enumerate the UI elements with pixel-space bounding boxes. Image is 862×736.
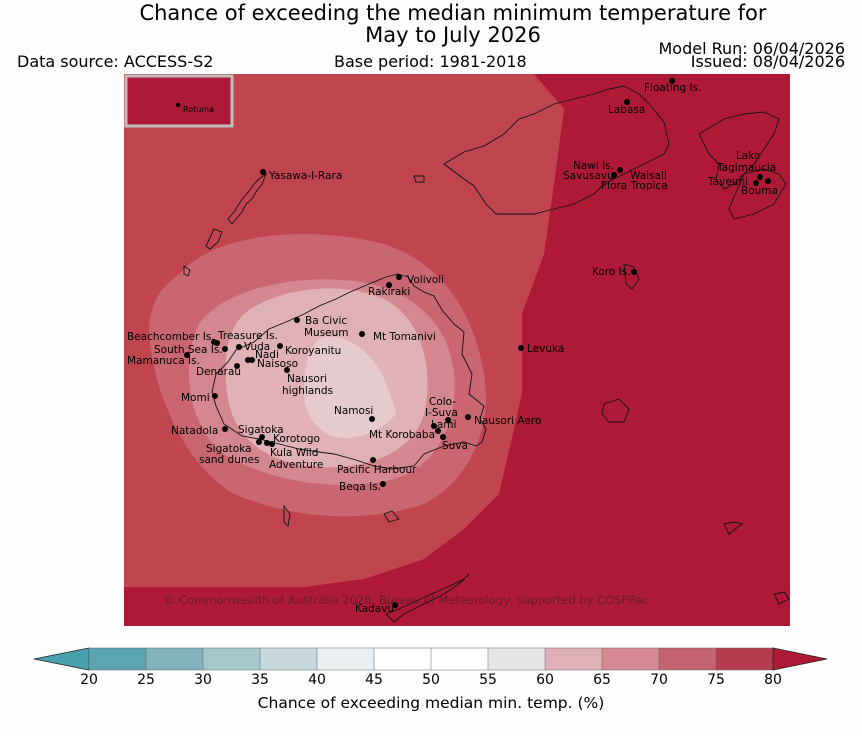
label-volivoli: Volivoli — [407, 274, 444, 286]
colorbar-segment — [373, 647, 432, 671]
label-lake-1: Lake — [736, 150, 760, 162]
label-nausori-high-2: highlands — [282, 385, 333, 397]
colorbar-segment — [430, 647, 489, 671]
title-line-1: Chance of exceeding the median minimum t… — [139, 1, 767, 25]
colorbar-segment — [601, 647, 660, 671]
label-mt-korobaba: Mt Korobaba — [369, 429, 435, 441]
label-nadi: Nadi — [255, 349, 279, 361]
label-savusavu: Savusavu — [563, 170, 614, 182]
label-kadavu: Kadavu — [355, 603, 394, 615]
colorbar-segment — [715, 647, 774, 671]
label-treasure: Treasure Is. — [217, 330, 278, 342]
label-nausori-high-1: Nausori — [287, 373, 327, 385]
colorbar-tick-label: 55 — [479, 672, 497, 688]
colorbar-segment — [487, 647, 546, 671]
label-ba-civic-2: Museum — [304, 327, 349, 339]
rotuma-inset: Rotuma — [124, 74, 234, 128]
label-koroyanitu: Koroyanitu — [285, 345, 341, 357]
label-koro: Koro Is. — [592, 266, 631, 278]
probability-shading — [124, 74, 790, 626]
label-beqa: Beqa Is. — [339, 481, 381, 493]
label-denarau: Denarau — [196, 366, 241, 378]
label-namosi: Namosi — [334, 405, 373, 417]
colorbar-under-arrow — [33, 647, 90, 671]
label-lake-2: Tagimaucia — [716, 162, 776, 174]
label-nawi: Nawi Is. — [573, 160, 614, 172]
colorbar-label: Chance of exceeding median min. temp. (%… — [257, 694, 605, 712]
label-korotogo: Korotogo — [273, 433, 320, 445]
label-nausori-aero: Nausori Aero — [474, 415, 541, 427]
label-rakiraki: Rakiraki — [368, 286, 410, 298]
label-colo-suva-1: Colo- — [429, 396, 456, 408]
label-taveuni: Taveuni — [707, 176, 748, 188]
label-lami: Lami — [431, 419, 456, 431]
data-source: Data source: ACCESS-S2 — [17, 52, 214, 71]
label-waisali: Waisali — [630, 170, 667, 182]
label-south-sea: South Sea Is. — [154, 344, 223, 356]
colorbar-tick-label: 45 — [365, 672, 383, 688]
label-flora-tropica: Flora Tropica — [601, 180, 668, 192]
colorbar-tick-label: 50 — [422, 672, 440, 688]
label-mamanuca: Mamanuca Is. — [127, 355, 200, 367]
model-run: Model Run: 06/04/2026 — [658, 39, 846, 58]
colorbar-tick-label: 25 — [137, 672, 155, 688]
label-sigatoka-dunes-1: Sigatoka — [206, 443, 252, 455]
colorbar-segment — [544, 647, 603, 671]
colorbar-over-arrow — [772, 647, 828, 671]
colorbar-tick-label: 70 — [650, 672, 668, 688]
label-vuda: Vuda — [244, 341, 270, 353]
label-floating-is: Floating Is. — [644, 82, 701, 94]
colorbar-tick-label: 35 — [251, 672, 269, 688]
colorbar-tick-label: 40 — [308, 672, 326, 688]
colorbar-segment — [259, 647, 318, 671]
label-bouma: Bouma — [741, 185, 778, 197]
title-line-2: May to July 2026 — [365, 23, 541, 47]
colorbar-tick-label: 60 — [536, 672, 554, 688]
colorbar-segment — [316, 647, 375, 671]
label-labasa: Labasa — [608, 104, 645, 116]
colorbar-tick-label: 30 — [194, 672, 212, 688]
probability-map: Rotuma — [124, 74, 790, 626]
label-naisoso: Naisoso — [257, 358, 298, 370]
label-yasawa: Yasawa-I-Rara — [268, 170, 342, 182]
colorbar-tick-label: 80 — [764, 672, 782, 688]
label-kula-1: Kula Wild — [270, 447, 318, 459]
label-suva: Suva — [442, 440, 468, 452]
label-mt-tomanivi: Mt Tomanivi — [373, 331, 436, 343]
label-levuka: Levuka — [527, 343, 564, 355]
colorbar-tick-label: 65 — [593, 672, 611, 688]
zone-55-60 — [304, 336, 396, 439]
colorbar-segment — [88, 647, 147, 671]
colorbar-segment — [145, 647, 204, 671]
label-natadola: Natadola — [171, 425, 218, 437]
colorbar — [30, 645, 830, 677]
colorbar-segment — [658, 647, 717, 671]
base-period: Base period: 1981-2018 — [334, 52, 527, 71]
colorbar-tick-label: 75 — [707, 672, 725, 688]
issued-date: Issued: 08/04/2026 — [690, 52, 845, 71]
label-sigatoka-dunes-2: sand dunes — [199, 454, 259, 466]
label-colo-suva-2: I-Suva — [425, 407, 458, 419]
label-pacific-harbour: Pacific Harbour — [337, 464, 417, 476]
label-kula-2: Adventure — [269, 459, 323, 471]
place-labels: Floating Is. Labasa Yasawa-I-Rara Nawi I… — [127, 82, 778, 615]
colorbar-tick-label: 20 — [80, 672, 98, 688]
label-ba-civic-1: Ba Civic — [305, 315, 347, 327]
label-beachcomber: Beachcomber Is. — [127, 331, 215, 343]
inset-label: Rotuma — [183, 105, 214, 114]
label-momi: Momi — [181, 392, 210, 404]
place-markers — [184, 78, 771, 608]
copyright-notice: © Commonwealth of Australia 2026, Bureau… — [164, 593, 648, 607]
label-sigatoka: Sigatoka — [238, 424, 284, 436]
colorbar-segment — [202, 647, 261, 671]
chart-title: Chance of exceeding the median minimum t… — [0, 2, 862, 46]
